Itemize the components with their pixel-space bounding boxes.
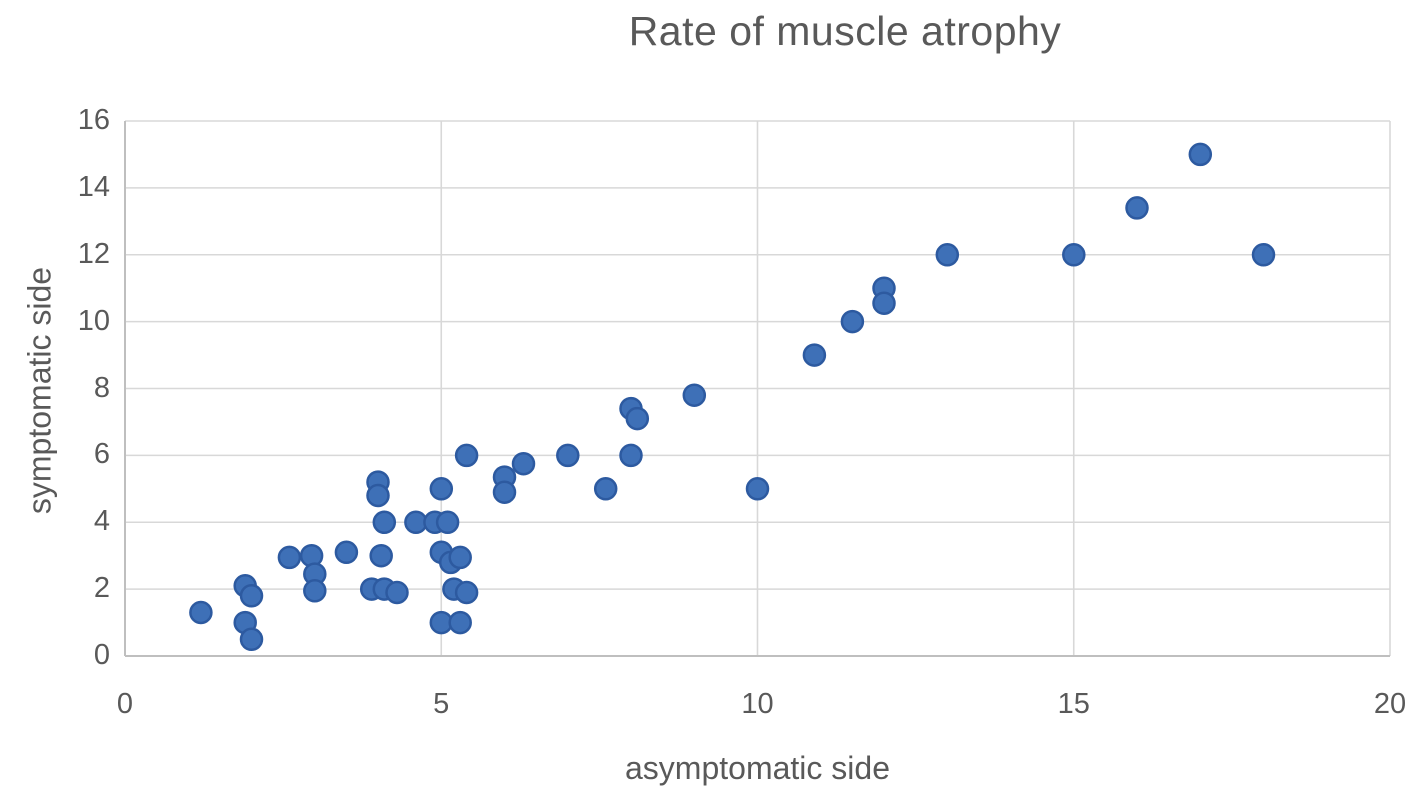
scatter-point: [745, 477, 770, 501]
scatter-point: [682, 383, 707, 407]
x-tick-label: 0: [116, 688, 134, 720]
y-tick-label: 2: [93, 572, 110, 605]
x-tick-label: 15: [1057, 688, 1090, 720]
y-axis-title: symptomatic side: [21, 266, 58, 515]
scatter-point: [511, 451, 536, 476]
chart-title: Rate of muscle atrophy: [628, 8, 1062, 54]
scatter-point: [454, 580, 479, 605]
x-axis-title: asymptomatic side: [625, 750, 890, 786]
y-tick-label: 6: [93, 438, 110, 471]
y-tick-label: 14: [77, 170, 110, 203]
scatter-point: [303, 579, 327, 603]
y-tick-label: 10: [77, 304, 110, 337]
scatter-point: [448, 610, 472, 635]
scatter-point: [334, 540, 359, 565]
y-tick-label: 12: [77, 237, 110, 270]
scatter-point: [239, 584, 264, 608]
y-tick-label: 16: [77, 104, 110, 136]
scatter-point: [840, 309, 865, 334]
scatter-point: [1062, 243, 1086, 267]
scatter-point: [1188, 142, 1213, 167]
scatter-point: [369, 543, 393, 568]
y-tick-label: 4: [93, 505, 110, 538]
scatter-point: [619, 443, 643, 468]
scatter-point: [189, 600, 213, 625]
x-tick-label: 10: [741, 688, 774, 720]
scatter-point: [625, 406, 650, 431]
y-tick-label: 0: [93, 639, 110, 671]
scatter-point: [1251, 243, 1276, 267]
scatter-point: [366, 483, 390, 508]
scatter-point: [385, 580, 409, 605]
scatter-point: [802, 343, 827, 367]
scatter-point: [593, 477, 618, 501]
scatter-point: [935, 243, 960, 267]
scatter-point: [277, 545, 302, 570]
scatter-point: [556, 443, 580, 468]
scatter-point: [492, 480, 517, 504]
scatter-point: [429, 477, 454, 501]
scatter-point: [239, 627, 264, 652]
x-tick-label: 20: [1373, 688, 1407, 720]
scatter-point: [1125, 196, 1149, 220]
scatter-point: [454, 443, 479, 468]
scatter-point: [872, 291, 896, 315]
y-tick-label: 8: [93, 371, 110, 404]
scatter-point: [435, 510, 460, 535]
scatter-point: [448, 545, 472, 570]
x-tick-label: 5: [433, 688, 450, 720]
scatter-point: [372, 510, 397, 535]
